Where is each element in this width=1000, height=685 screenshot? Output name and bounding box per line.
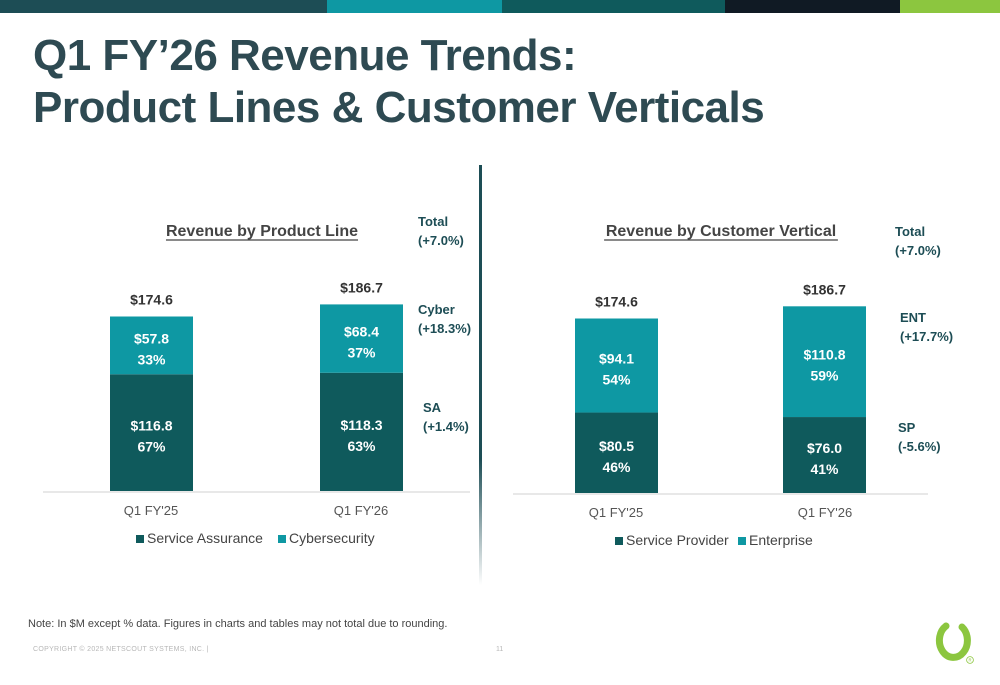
x-tick-label: Q1 FY'26 — [334, 503, 389, 518]
legend-label: Service Provider — [626, 532, 729, 548]
legend-swatch — [136, 535, 144, 543]
data-label-percent: 37% — [347, 345, 376, 361]
bar-segment-service-assurance — [110, 374, 193, 491]
top-color-bar — [0, 0, 1000, 13]
annotation-label: ENT — [900, 310, 926, 325]
total-label: $186.7 — [803, 281, 846, 297]
bar-segment-cybersecurity — [110, 316, 193, 375]
page-title-line-1: Q1 FY’26 Revenue Trends: — [33, 31, 577, 80]
bar-segment-service-provider — [575, 412, 658, 493]
data-label-value: $76.0 — [807, 440, 842, 456]
bar-segment-enterprise — [575, 318, 658, 413]
legend-swatch — [278, 535, 286, 543]
annotation-label: SA — [423, 400, 442, 415]
annotation-label: Cyber — [418, 302, 455, 317]
data-label-value: $116.8 — [130, 418, 172, 434]
legend-label: Service Assurance — [147, 530, 263, 546]
chart-title: Revenue by Product Line — [166, 223, 358, 240]
x-tick-label: Q1 FY'25 — [589, 505, 644, 520]
data-label-value: $80.5 — [599, 438, 634, 454]
netscout-logo-icon: R — [935, 622, 974, 664]
legend-label: Cybersecurity — [289, 530, 375, 546]
annotation-label: Total — [895, 224, 925, 239]
top-bar-segment — [725, 0, 900, 13]
top-bar-segment — [502, 0, 725, 13]
annotation-change: (+7.0%) — [895, 243, 941, 258]
page-title-line-2: Product Lines & Customer Verticals — [33, 83, 765, 132]
annotation-change: (+7.0%) — [418, 233, 464, 248]
footnote: Note: In $M except % data. Figures in ch… — [28, 618, 448, 630]
annotation-change: (+1.4%) — [423, 419, 469, 434]
vertical-divider — [479, 165, 482, 585]
data-label-percent: 54% — [602, 372, 631, 388]
data-label-value: $68.4 — [344, 324, 379, 340]
bar-segment-enterprise — [783, 306, 866, 418]
annotation-change: (-5.6%) — [898, 439, 941, 454]
data-label-percent: 59% — [810, 368, 839, 384]
data-label-percent: 67% — [137, 439, 166, 455]
customer-vertical-chart: Revenue by Customer Vertical $80.5 46% $94.… — [513, 223, 953, 548]
chart-title: Revenue by Customer Vertical — [606, 223, 836, 240]
data-label-value: $94.1 — [599, 351, 634, 367]
data-label-value: $110.8 — [803, 347, 845, 363]
bar-segment-service-provider — [783, 417, 866, 493]
annotation-label: SP — [898, 420, 916, 435]
top-bar-segment — [327, 0, 502, 13]
data-label-percent: 46% — [602, 459, 631, 475]
total-label: $174.6 — [595, 293, 638, 309]
top-bar-segment — [900, 0, 1000, 13]
product-line-chart: Revenue by Product Line $116.8 67% $57.8 33%… — [43, 214, 471, 546]
data-label-percent: 63% — [347, 438, 376, 454]
svg-text:R: R — [968, 658, 971, 663]
total-label: $186.7 — [340, 279, 383, 295]
x-tick-label: Q1 FY'26 — [798, 505, 853, 520]
top-bar-segment — [0, 0, 327, 13]
legend-swatch — [738, 537, 746, 545]
x-tick-label: Q1 FY'25 — [124, 503, 179, 518]
bar-segment-cybersecurity — [320, 304, 403, 373]
legend-swatch — [615, 537, 623, 545]
annotation-change: (+18.3%) — [418, 321, 471, 336]
annotation-label: Total — [418, 214, 448, 229]
bar-segment-service-assurance — [320, 372, 403, 491]
annotation-change: (+17.7%) — [900, 329, 953, 344]
legend-label: Enterprise — [749, 532, 813, 548]
data-label-percent: 33% — [137, 351, 166, 367]
page-title: Q1 FY’26 Revenue Trends: Product Lines &… — [33, 30, 765, 134]
data-label-value: $57.8 — [134, 330, 169, 346]
data-label-percent: 41% — [810, 461, 839, 477]
copyright: COPYRIGHT © 2025 NETSCOUT SYSTEMS, INC. … — [33, 646, 209, 653]
data-label-value: $118.3 — [340, 417, 382, 433]
total-label: $174.6 — [130, 291, 173, 307]
page-number: 11 — [496, 646, 504, 653]
